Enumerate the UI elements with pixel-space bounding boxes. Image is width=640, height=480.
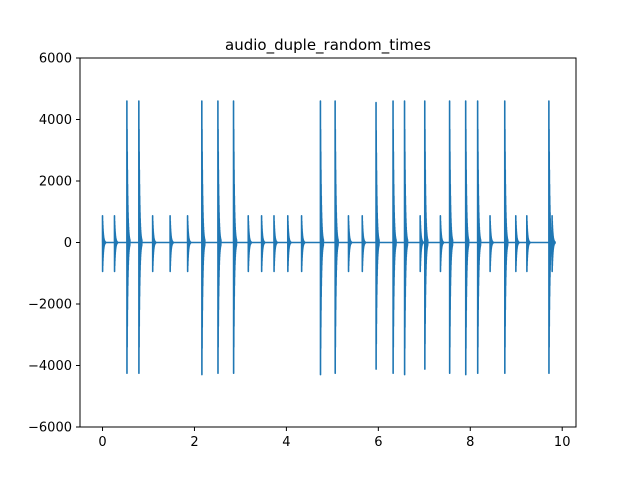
click-event-31 xyxy=(514,214,520,273)
click-event-9 xyxy=(217,100,222,374)
chart-title: audio_duple_random_times xyxy=(225,36,431,55)
click-event-4 xyxy=(138,100,143,374)
y-tick-label: 4000 xyxy=(39,113,72,128)
x-tick-label: 10 xyxy=(554,435,571,450)
click-event-1 xyxy=(101,214,107,273)
plot-area xyxy=(101,100,556,376)
click-event-14 xyxy=(286,214,292,273)
click-event-13 xyxy=(273,214,278,273)
click-event-17 xyxy=(334,100,339,374)
y-tick-label: 2000 xyxy=(39,175,72,190)
click-event-27 xyxy=(464,100,470,376)
click-event-15 xyxy=(300,214,306,273)
click-event-8 xyxy=(201,100,206,376)
y-tick-label: −2000 xyxy=(28,298,72,313)
axes: 0 2 4 6 8 10 −6000 −4000 −2000 0 2000 4000 6000 xyxy=(28,52,577,450)
click-event-18 xyxy=(347,214,353,273)
click-event-34 xyxy=(551,214,556,273)
x-tick-label: 6 xyxy=(374,435,382,450)
x-tick-label: 4 xyxy=(282,435,290,450)
click-event-10 xyxy=(232,100,238,374)
click-event-32 xyxy=(526,214,531,273)
click-event-25 xyxy=(439,214,445,273)
y-tick-label: 6000 xyxy=(39,52,72,67)
click-event-7 xyxy=(186,214,192,273)
y-tick-label: −6000 xyxy=(28,421,72,436)
click-event-11 xyxy=(247,214,253,273)
click-event-29 xyxy=(489,214,494,273)
click-event-28 xyxy=(476,100,482,374)
y-tick-label: −4000 xyxy=(28,359,72,374)
click-event-3 xyxy=(126,100,131,374)
click-event-21 xyxy=(392,100,397,374)
click-event-23 xyxy=(419,214,424,273)
click-event-26 xyxy=(448,100,454,374)
click-event-22 xyxy=(403,100,409,376)
click-event-24 xyxy=(423,100,429,370)
click-event-19 xyxy=(361,214,367,273)
click-event-2 xyxy=(113,214,119,273)
click-event-16 xyxy=(319,100,325,376)
click-event-6 xyxy=(169,214,174,273)
x-tick-label: 0 xyxy=(98,435,106,450)
x-tick-label: 8 xyxy=(466,435,474,450)
click-event-20 xyxy=(375,101,380,370)
click-event-30 xyxy=(503,100,509,374)
x-tick-label: 2 xyxy=(190,435,198,450)
y-tick-label: 0 xyxy=(64,236,72,251)
click-event-12 xyxy=(260,214,266,273)
click-event-5 xyxy=(151,214,157,273)
